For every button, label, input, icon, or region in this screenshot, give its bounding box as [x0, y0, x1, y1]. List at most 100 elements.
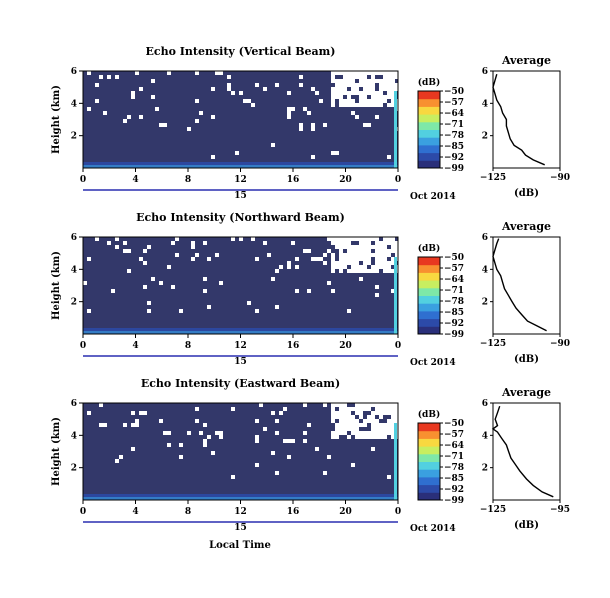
no-data-cell — [351, 91, 355, 95]
no-data-cell — [359, 249, 363, 253]
no-data-cell — [339, 265, 343, 269]
no-data-cell — [391, 75, 395, 79]
no-data-cell — [359, 253, 363, 257]
no-data-cell — [375, 293, 379, 297]
no-data-cell — [275, 471, 279, 475]
no-data-cell — [227, 87, 231, 91]
no-data-cell — [355, 431, 359, 435]
no-data-cell — [187, 431, 191, 435]
no-data-cell — [363, 71, 367, 75]
no-data-cell — [375, 419, 379, 423]
no-data-cell — [375, 95, 379, 99]
no-data-cell — [375, 91, 379, 95]
no-data-cell — [395, 415, 399, 419]
no-data-cell — [339, 249, 343, 253]
colorbar-tick-label: −50 — [444, 87, 464, 97]
no-data-cell — [395, 87, 399, 91]
no-data-cell — [371, 415, 375, 419]
no-data-cell — [383, 245, 387, 249]
no-data-cell — [95, 237, 99, 241]
no-data-cell — [275, 305, 279, 309]
no-data-cell — [323, 261, 327, 265]
no-data-cell — [359, 269, 363, 273]
no-data-cell — [391, 103, 395, 107]
no-data-cell — [179, 455, 183, 459]
colorbar-segment — [418, 326, 440, 335]
colorbar-segment — [418, 106, 440, 115]
no-data-cell — [215, 253, 219, 257]
no-data-cell — [311, 123, 315, 127]
no-data-cell — [375, 99, 379, 103]
no-data-cell — [359, 91, 363, 95]
no-data-cell — [391, 423, 395, 427]
no-data-cell — [371, 419, 375, 423]
no-data-cell — [351, 265, 355, 269]
no-data-cell — [371, 87, 375, 91]
no-data-cell — [371, 431, 375, 435]
no-data-cell — [363, 83, 367, 87]
no-data-cell — [115, 245, 119, 249]
no-data-cell — [339, 261, 343, 265]
no-data-cell — [351, 83, 355, 87]
no-data-cell — [331, 261, 335, 265]
x-tick-label: 0 — [80, 175, 86, 185]
no-data-cell — [371, 103, 375, 107]
no-data-cell — [331, 237, 335, 241]
colorbar-tick-label: −71 — [444, 286, 464, 296]
no-data-cell — [343, 99, 347, 103]
no-data-cell — [271, 411, 275, 415]
no-data-cell — [219, 435, 223, 439]
average-y-tick-label: 6 — [482, 233, 488, 243]
no-data-cell — [95, 99, 99, 103]
no-data-cell — [371, 75, 375, 79]
no-data-cell — [347, 427, 351, 431]
no-data-cell — [331, 411, 335, 415]
no-data-cell — [339, 79, 343, 83]
colorbar-tick-label: −85 — [444, 474, 464, 484]
no-data-cell — [395, 249, 399, 253]
no-data-cell — [263, 87, 267, 91]
no-data-cell — [195, 71, 199, 75]
no-data-cell — [171, 241, 175, 245]
no-data-cell — [123, 423, 127, 427]
y-tick-label: 4 — [71, 99, 77, 109]
x-tick-label: 0 — [80, 507, 86, 517]
no-data-cell — [379, 423, 383, 427]
no-data-cell — [347, 423, 351, 427]
no-data-cell — [343, 83, 347, 87]
no-data-cell — [383, 83, 387, 87]
no-data-cell — [331, 257, 335, 261]
no-data-cell — [335, 237, 339, 241]
no-data-cell — [343, 245, 347, 249]
no-data-cell — [307, 249, 311, 253]
no-data-cell — [139, 257, 143, 261]
colorbar-segment — [418, 446, 440, 455]
no-data-cell — [255, 419, 259, 423]
no-data-cell — [307, 289, 311, 293]
no-data-cell — [343, 87, 347, 91]
no-data-cell — [371, 253, 375, 257]
no-data-cell — [119, 455, 123, 459]
no-data-cell — [331, 269, 335, 273]
x-tick-label: 8 — [185, 175, 191, 185]
colorbar-frame — [417, 422, 441, 501]
no-data-cell — [351, 269, 355, 273]
no-data-cell — [203, 439, 207, 443]
no-data-cell — [339, 91, 343, 95]
colorbar-segment — [418, 129, 440, 138]
no-data-cell — [343, 431, 347, 435]
x-tick-label: 4 — [132, 507, 138, 517]
no-data-cell — [163, 431, 167, 435]
average-x-tick-label: −125 — [480, 505, 506, 515]
no-data-cell — [391, 261, 395, 265]
no-data-cell — [259, 403, 263, 407]
no-data-cell — [351, 87, 355, 91]
colorbar-tick-label: −85 — [444, 142, 464, 152]
no-data-cell — [387, 265, 391, 269]
average-x-tick-label: −125 — [480, 173, 506, 183]
no-data-cell — [383, 75, 387, 79]
no-data-cell — [331, 431, 335, 435]
no-data-cell — [379, 71, 383, 75]
no-data-cell — [391, 407, 395, 411]
no-data-cell — [215, 71, 219, 75]
